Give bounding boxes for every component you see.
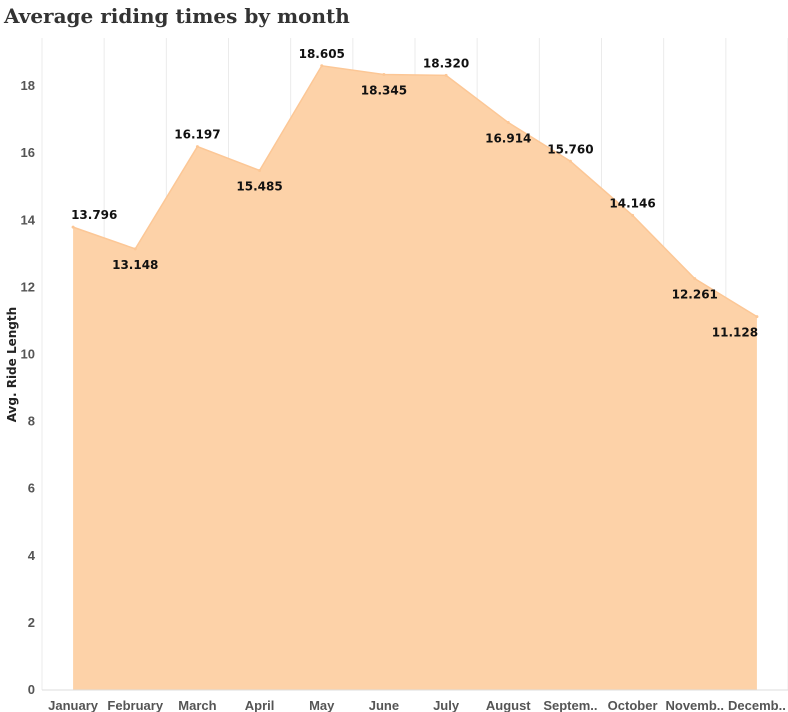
data-label: 13.148 (112, 258, 158, 272)
data-label: 18.345 (361, 84, 407, 98)
data-label: 18.605 (299, 47, 345, 61)
data-point (382, 73, 386, 77)
x-tick-label: Septem.. (543, 698, 597, 712)
y-axis-label: Avg. Ride Length (5, 307, 19, 422)
data-label: 16.914 (485, 132, 531, 146)
data-point (693, 277, 697, 281)
data-label: 12.261 (672, 288, 718, 302)
data-point (195, 145, 199, 149)
y-tick-label: 14 (21, 212, 36, 227)
x-tick-label: March (178, 698, 216, 712)
x-tick-label: Novemb.. (665, 698, 724, 712)
data-label: 13.796 (71, 208, 117, 222)
x-tick-label: February (107, 698, 163, 712)
area-fill (73, 65, 757, 691)
data-label: 18.320 (423, 56, 469, 70)
y-tick-label: 2 (28, 615, 35, 630)
chart-title: Average riding times by month (4, 4, 350, 28)
series-line (72, 64, 758, 318)
data-point (568, 159, 572, 163)
data-point (631, 213, 635, 217)
data-label: 15.485 (236, 179, 282, 193)
y-tick-label: 12 (21, 279, 35, 294)
data-label: 16.197 (174, 128, 220, 142)
y-tick-label: 6 (28, 481, 35, 496)
x-tick-label: April (245, 698, 275, 712)
data-point (133, 247, 137, 251)
data-label: 15.760 (547, 142, 593, 156)
y-tick-label: 4 (28, 548, 36, 563)
x-tick-label: October (608, 698, 658, 712)
y-tick-label: 0 (28, 682, 35, 697)
y-tick-label: 8 (28, 414, 35, 429)
x-tick-label: July (433, 698, 460, 712)
data-point (506, 121, 510, 125)
x-tick-label: May (309, 698, 335, 712)
data-point (755, 315, 759, 319)
x-tick-label: Decemb.. (728, 698, 786, 712)
data-label: 11.128 (712, 326, 758, 340)
data-label: 14.146 (609, 196, 655, 210)
x-tick-label: January (48, 698, 99, 712)
data-point (258, 168, 262, 172)
data-point (320, 64, 324, 68)
data-point (71, 225, 75, 229)
x-tick-label: August (486, 698, 531, 712)
y-tick-label: 18 (21, 78, 35, 93)
y-tick-label: 10 (21, 347, 35, 362)
data-point (444, 73, 448, 77)
y-tick-label: 16 (21, 145, 35, 160)
x-tick-label: June (369, 698, 399, 712)
